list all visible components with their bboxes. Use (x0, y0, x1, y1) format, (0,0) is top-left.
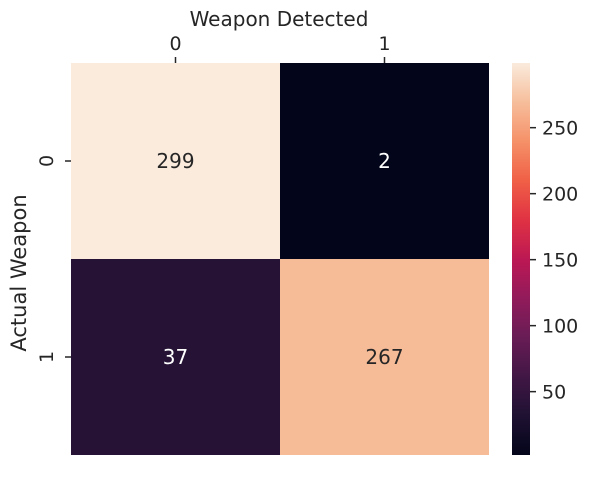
heatmap-cells (71, 63, 489, 455)
heatmap-cell-r0-c0 (71, 63, 280, 259)
heatmap-cell-labels: 299 2 37 267 (156, 149, 403, 369)
heatmap-cell-value-r1-c0: 37 (163, 345, 188, 369)
x-tick-label-0: 0 (169, 33, 181, 55)
colorbar-tick-label-3: 200 (542, 184, 578, 206)
heatmap-cell-r1-c1 (280, 259, 489, 455)
heatmap-cell-value-r1-c1: 267 (365, 345, 403, 369)
colorbar-tick-label-0: 50 (542, 382, 566, 404)
y-tick-label-1: 1 (36, 351, 58, 363)
colorbar-tick-label-2: 150 (542, 250, 578, 272)
heatmap-cell-r0-c1 (280, 63, 489, 259)
heatmap-cell-value-r0-c1: 2 (378, 149, 391, 173)
y-tick-label-0: 0 (36, 155, 58, 167)
y-axis-ticks: 01 (36, 155, 71, 363)
y-axis-title: Actual Weapon (7, 194, 31, 351)
x-tick-label-1: 1 (378, 33, 390, 55)
colorbar-tick-label-1: 100 (542, 316, 578, 338)
x-axis-title: Weapon Detected (190, 7, 369, 31)
colorbar-ticks: 50 100 150 200 250 (530, 118, 578, 404)
colorbar-tick-label-4: 250 (542, 118, 578, 140)
heatmap-cell-value-r0-c0: 299 (156, 149, 194, 173)
heatmap-cell-r1-c0 (71, 259, 280, 455)
colorbar (512, 63, 530, 455)
